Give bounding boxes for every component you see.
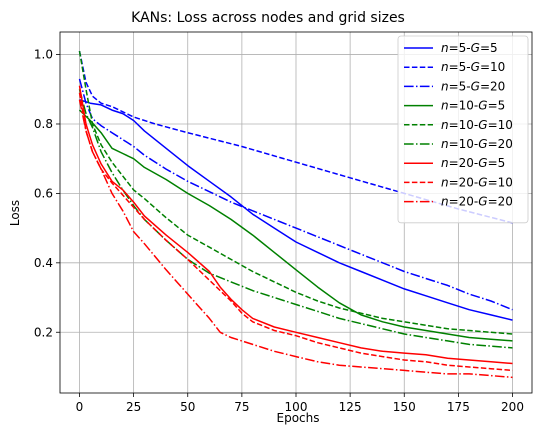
legend-label-part: =20- xyxy=(449,175,479,189)
y-tick-label: 1.0 xyxy=(34,48,53,62)
legend-entry: n=20-G=20 xyxy=(441,195,513,209)
series-line-7 xyxy=(78,85,513,365)
x-axis: 0 25 50 75 100 125 150 175 200 xyxy=(76,393,524,414)
legend-label-part: G xyxy=(471,79,480,93)
legend-label-part: =5 xyxy=(488,156,506,170)
legend-label-part: G xyxy=(478,137,487,151)
legend-box xyxy=(397,35,529,224)
x-tick-label: 25 xyxy=(126,400,141,414)
legend-label-part: G xyxy=(471,41,480,55)
y-axis-label: Loss xyxy=(8,200,22,226)
legend-label-part: n xyxy=(441,118,449,132)
legend-label-part: G xyxy=(478,118,487,132)
series-line-8 xyxy=(78,92,513,372)
legend-entry: n=5-G=20 xyxy=(441,79,505,93)
legend-label-part: n xyxy=(441,79,449,93)
legend-entry: n=5-G=10 xyxy=(441,60,505,74)
legend-label-part: =5 xyxy=(488,99,506,113)
legend-label-part: =5 xyxy=(480,41,498,55)
legend-label-part: n xyxy=(441,195,449,209)
series-line-3 xyxy=(78,78,513,311)
x-axis-label: Epochs xyxy=(277,411,320,425)
x-tick-label: 200 xyxy=(501,400,524,414)
chart-title: KANs: Loss across nodes and grid sizes xyxy=(131,10,405,26)
legend-entry: n=5-G=5 xyxy=(441,41,498,55)
y-tick-label: 0.4 xyxy=(34,256,53,270)
legend-label-part: =20- xyxy=(449,195,479,209)
legend-entry: n=20-G=5 xyxy=(441,156,505,170)
legend-label-part: G xyxy=(478,99,487,113)
x-tick-label: 100 xyxy=(285,400,308,414)
legend-label-part: n xyxy=(441,41,449,55)
legend-label-part: =10- xyxy=(449,99,479,113)
legend-label-part: G xyxy=(471,60,480,74)
series-line-5 xyxy=(78,50,513,335)
legend-label-part: =20 xyxy=(480,79,505,93)
x-tick-label: 50 xyxy=(180,400,195,414)
legend-label-part: =5- xyxy=(449,60,471,74)
y-tick-label: 0.8 xyxy=(34,117,53,131)
legend-label-part: n xyxy=(441,60,449,74)
legend-label-part: =10 xyxy=(488,175,513,189)
y-tick-label: 0.6 xyxy=(34,186,53,200)
legend-label-part: =10 xyxy=(480,60,505,74)
series-line-9 xyxy=(78,99,513,379)
x-tick-label: 0 xyxy=(76,400,84,414)
legend-label-part: n xyxy=(441,175,449,189)
legend-label-part: =20- xyxy=(449,156,479,170)
y-tick-label: 0.2 xyxy=(34,325,53,339)
x-tick-label: 125 xyxy=(339,400,362,414)
legend-label-part: G xyxy=(478,195,487,209)
x-tick-label: 175 xyxy=(447,400,470,414)
legend: n=5-G=5n=5-G=10n=5-G=20n=10-G=5n=10-G=10… xyxy=(397,35,529,224)
legend-label-part: =10 xyxy=(488,118,513,132)
x-tick-label: 150 xyxy=(393,400,416,414)
legend-label-part: =5- xyxy=(449,79,471,93)
legend-label-part: =20 xyxy=(488,195,513,209)
legend-entry: n=20-G=10 xyxy=(441,175,513,189)
legend-entry: n=10-G=10 xyxy=(441,118,513,132)
legend-entry: n=10-G=20 xyxy=(441,137,513,151)
legend-label-part: G xyxy=(478,156,487,170)
x-tick-label: 75 xyxy=(234,400,249,414)
legend-entry: n=10-G=5 xyxy=(441,99,505,113)
series-line-4 xyxy=(78,109,513,342)
series-line-6 xyxy=(78,89,513,349)
legend-label-part: =10- xyxy=(449,137,479,151)
legend-label-part: n xyxy=(441,137,449,151)
legend-label-part: =20 xyxy=(488,137,513,151)
legend-label-part: G xyxy=(478,175,487,189)
legend-label-part: =10- xyxy=(449,118,479,132)
series-layer xyxy=(78,50,513,379)
series-line-1 xyxy=(79,98,513,321)
legend-label-part: =5- xyxy=(449,41,471,55)
legend-label-part: n xyxy=(441,99,449,113)
y-axis: 0.2 0.4 0.6 0.8 1.0 xyxy=(34,48,60,339)
series-line-2 xyxy=(78,50,513,224)
legend-label-part: n xyxy=(441,156,449,170)
